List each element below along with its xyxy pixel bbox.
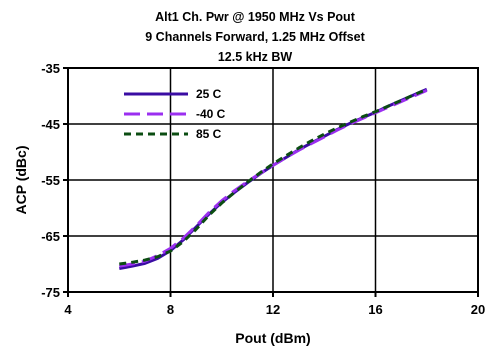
y-tick-label: -75 xyxy=(41,285,60,300)
chart-title-line-3: 12.5 kHz BW xyxy=(218,50,293,64)
legend-label-2: 85 C xyxy=(196,127,222,141)
x-tick-label: 8 xyxy=(167,302,174,317)
x-axis-ticks: 4 8 12 16 20 xyxy=(64,292,485,317)
y-tick-label: -45 xyxy=(41,117,60,132)
y-tick-label: -55 xyxy=(41,173,60,188)
x-axis-label: Pout (dBm) xyxy=(235,330,310,346)
y-axis-ticks: -35 -45 -55 -65 -75 xyxy=(41,61,68,300)
y-tick-label: -65 xyxy=(41,229,60,244)
y-tick-label: -35 xyxy=(41,61,60,76)
series-line-2 xyxy=(119,87,428,266)
chart-title-line-2: 9 Channels Forward, 1.25 MHz Offset xyxy=(145,30,365,44)
chart-title-line-1: Alt1 Ch. Pwr @ 1950 MHz Vs Pout xyxy=(155,10,356,24)
gridlines xyxy=(68,68,478,292)
series-lines xyxy=(119,87,428,270)
legend-label-1: -40 C xyxy=(196,107,226,121)
chart-title: Alt1 Ch. Pwr @ 1950 MHz Vs Pout 9 Channe… xyxy=(145,10,365,64)
y-axis-label: ACP (dBc) xyxy=(13,146,29,215)
x-tick-label: 12 xyxy=(266,302,280,317)
x-tick-label: 16 xyxy=(368,302,382,317)
x-tick-label: 20 xyxy=(471,302,485,317)
legend-label-0: 25 C xyxy=(196,87,222,101)
legend: 25 C -40 C 85 C xyxy=(124,87,226,141)
x-tick-label: 4 xyxy=(64,302,72,317)
